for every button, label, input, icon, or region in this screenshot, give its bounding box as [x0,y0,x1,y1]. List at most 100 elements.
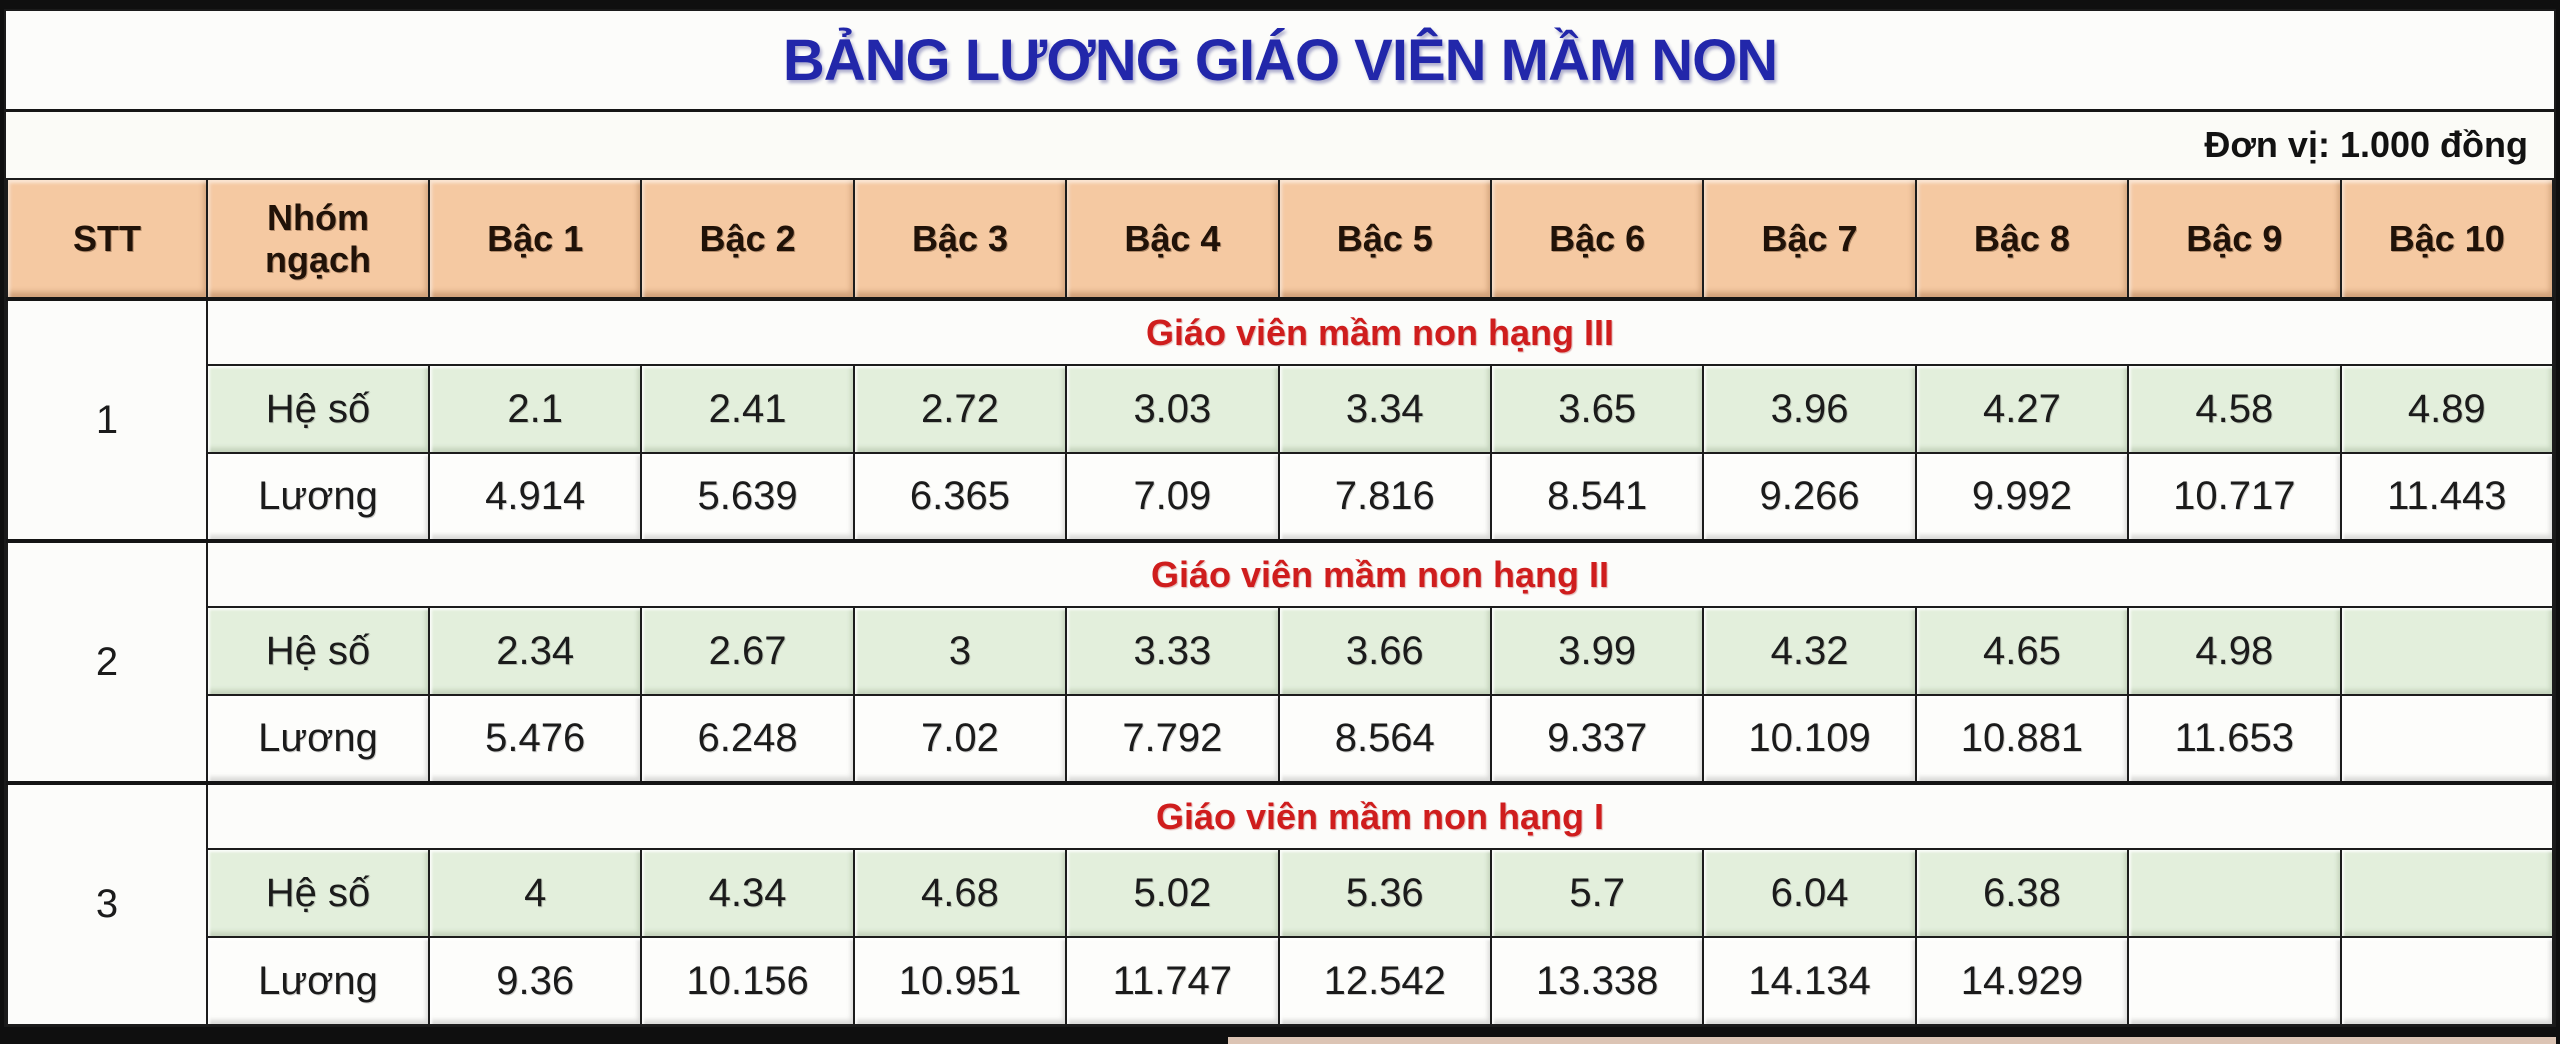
value-cell [2339,936,2555,1026]
coefficient-row: Hệ số 2.34 2.67 3 3.33 3.66 3.99 4.32 4.65 4.98 [7,606,2555,696]
column-header-bac-6: Bậc 6 [1489,178,1705,300]
value-cell [2127,936,2342,1026]
column-header-bac-2: Bậc 2 [640,178,855,300]
value-cell: 4.32 [1702,606,1917,696]
value-cell: 6.04 [1702,848,1917,938]
salary-sheet: BẢNG LƯƠNG GIÁO VIÊN MẦM NON Đơn vị: 1.0… [4,9,2556,1027]
value-cell: 5.476 [427,694,643,784]
title-bar: BẢNG LƯƠNG GIÁO VIÊN MẦM NON [6,11,2554,112]
value-cell: 7.02 [852,694,1068,784]
salary-table: STT Nhóm ngạch Bậc 1 Bậc 2 Bậc 3 Bậc 4 B… [6,178,2555,1026]
row-label: Lương [206,452,430,542]
stt-cell: 3 [6,781,208,1026]
value-cell: 10.156 [640,936,855,1026]
value-cell: 14.929 [1914,936,2130,1026]
value-cell: 3.66 [1277,606,1492,696]
value-cell: 13.338 [1489,936,1705,1026]
value-cell: 14.134 [1702,936,1917,1026]
value-cell [2339,694,2555,784]
value-cell: 10.881 [1914,694,2130,784]
row-label: Hệ số [206,606,430,696]
column-header-bac-1: Bậc 1 [427,178,643,300]
unit-note: Đơn vị: 1.000 đồng [2204,124,2528,165]
value-cell: 3.99 [1489,606,1705,696]
section-row: 3 Giáo viên mầm non hạng I [6,781,2554,1026]
value-cell: 5.02 [1065,848,1280,938]
stt-cell: 2 [6,539,208,784]
value-cell: 3.03 [1065,364,1280,454]
value-cell: 8.564 [1277,694,1492,784]
column-header-bac-8: Bậc 8 [1914,178,2130,300]
salary-table-body: 1 Giáo viên mầm non hạng III Hệ số 2.1 2.41 2… [6,297,2555,1026]
value-cell: 6.365 [852,452,1068,542]
value-cell [2127,848,2342,938]
value-cell: 2.34 [427,606,643,696]
row-label: Lương [206,936,430,1026]
value-cell: 4.65 [1914,606,2130,696]
value-cell: 3.96 [1702,364,1917,454]
value-cell: 7.09 [1065,452,1280,542]
column-header-nhom-ngach: Nhóm ngạch [206,178,430,300]
column-header-bac-4: Bậc 4 [1065,178,1280,300]
value-cell: 4.58 [2127,364,2342,454]
value-cell: 10.717 [2127,452,2342,542]
value-cell: 4.68 [852,848,1068,938]
value-cell: 4.914 [427,452,643,542]
value-cell: 2.72 [852,364,1068,454]
value-cell: 4.27 [1914,364,2130,454]
value-cell: 2.1 [427,364,643,454]
salary-row: Lương 4.914 5.639 6.365 7.09 7.816 8.541 9.266 9… [7,452,2555,542]
page-title: BẢNG LƯƠNG GIÁO VIÊN MẦM NON [782,27,1778,93]
value-cell: 3.33 [1065,606,1280,696]
row-label: Hệ số [206,364,430,454]
value-cell: 5.7 [1489,848,1705,938]
coefficient-row: Hệ số 4 4.34 4.68 5.02 5.36 5.7 6.04 6.38 [7,848,2555,938]
section-title: Giáo viên mầm non hạng I [206,781,2554,850]
value-cell: 4 [427,848,643,938]
value-cell: 7.792 [1065,694,1280,784]
column-header-bac-9: Bậc 9 [2127,178,2342,300]
column-header-bac-5: Bậc 5 [1277,178,1492,300]
unit-bar: Đơn vị: 1.000 đồng [6,112,2554,178]
value-cell: 9.36 [427,936,643,1026]
value-cell: 4.89 [2339,364,2555,454]
value-cell: 9.337 [1489,694,1705,784]
section-title: Giáo viên mầm non hạng II [206,539,2554,608]
column-header-bac-7: Bậc 7 [1702,178,1917,300]
value-cell: 2.41 [640,364,855,454]
value-cell: 5.639 [640,452,855,542]
column-header-bac-10: Bậc 10 [2339,178,2555,300]
salary-row: Lương 9.36 10.156 10.951 11.747 12.542 13.338 1… [7,936,2555,1026]
row-label: Lương [206,694,430,784]
salary-table-header: STT Nhóm ngạch Bậc 1 Bậc 2 Bậc 3 Bậc 4 B… [6,178,2555,300]
stt-cell: 1 [6,297,208,542]
value-cell: 3 [852,606,1068,696]
value-cell: 3.65 [1489,364,1705,454]
value-cell: 11.653 [2127,694,2342,784]
value-cell: 9.266 [1702,452,1917,542]
value-cell: 11.747 [1065,936,1280,1026]
value-cell: 11.443 [2339,452,2555,542]
salary-row: Lương 5.476 6.248 7.02 7.792 8.564 9.337 10.109… [7,694,2555,784]
value-cell: 10.109 [1702,694,1917,784]
value-cell: 8.541 [1489,452,1705,542]
cropped-next-row [1228,1037,2556,1044]
coefficient-row: Hệ số 2.1 2.41 2.72 3.03 3.34 3.65 3.96 4.27 4.58… [7,364,2555,454]
value-cell [2339,606,2555,696]
value-cell: 12.542 [1277,936,1492,1026]
column-header-stt: STT [6,178,208,300]
value-cell: 4.98 [2127,606,2342,696]
row-label: Hệ số [206,848,430,938]
value-cell: 5.36 [1277,848,1492,938]
value-cell: 6.38 [1914,848,2130,938]
value-cell: 2.67 [640,606,855,696]
section-row: 1 Giáo viên mầm non hạng III [6,297,2554,542]
value-cell: 10.951 [852,936,1068,1026]
value-cell [2339,848,2555,938]
value-cell: 9.992 [1914,452,2130,542]
value-cell: 4.34 [640,848,855,938]
value-cell: 3.34 [1277,364,1492,454]
column-header-bac-3: Bậc 3 [852,178,1068,300]
section-title: Giáo viên mầm non hạng III [206,297,2554,366]
